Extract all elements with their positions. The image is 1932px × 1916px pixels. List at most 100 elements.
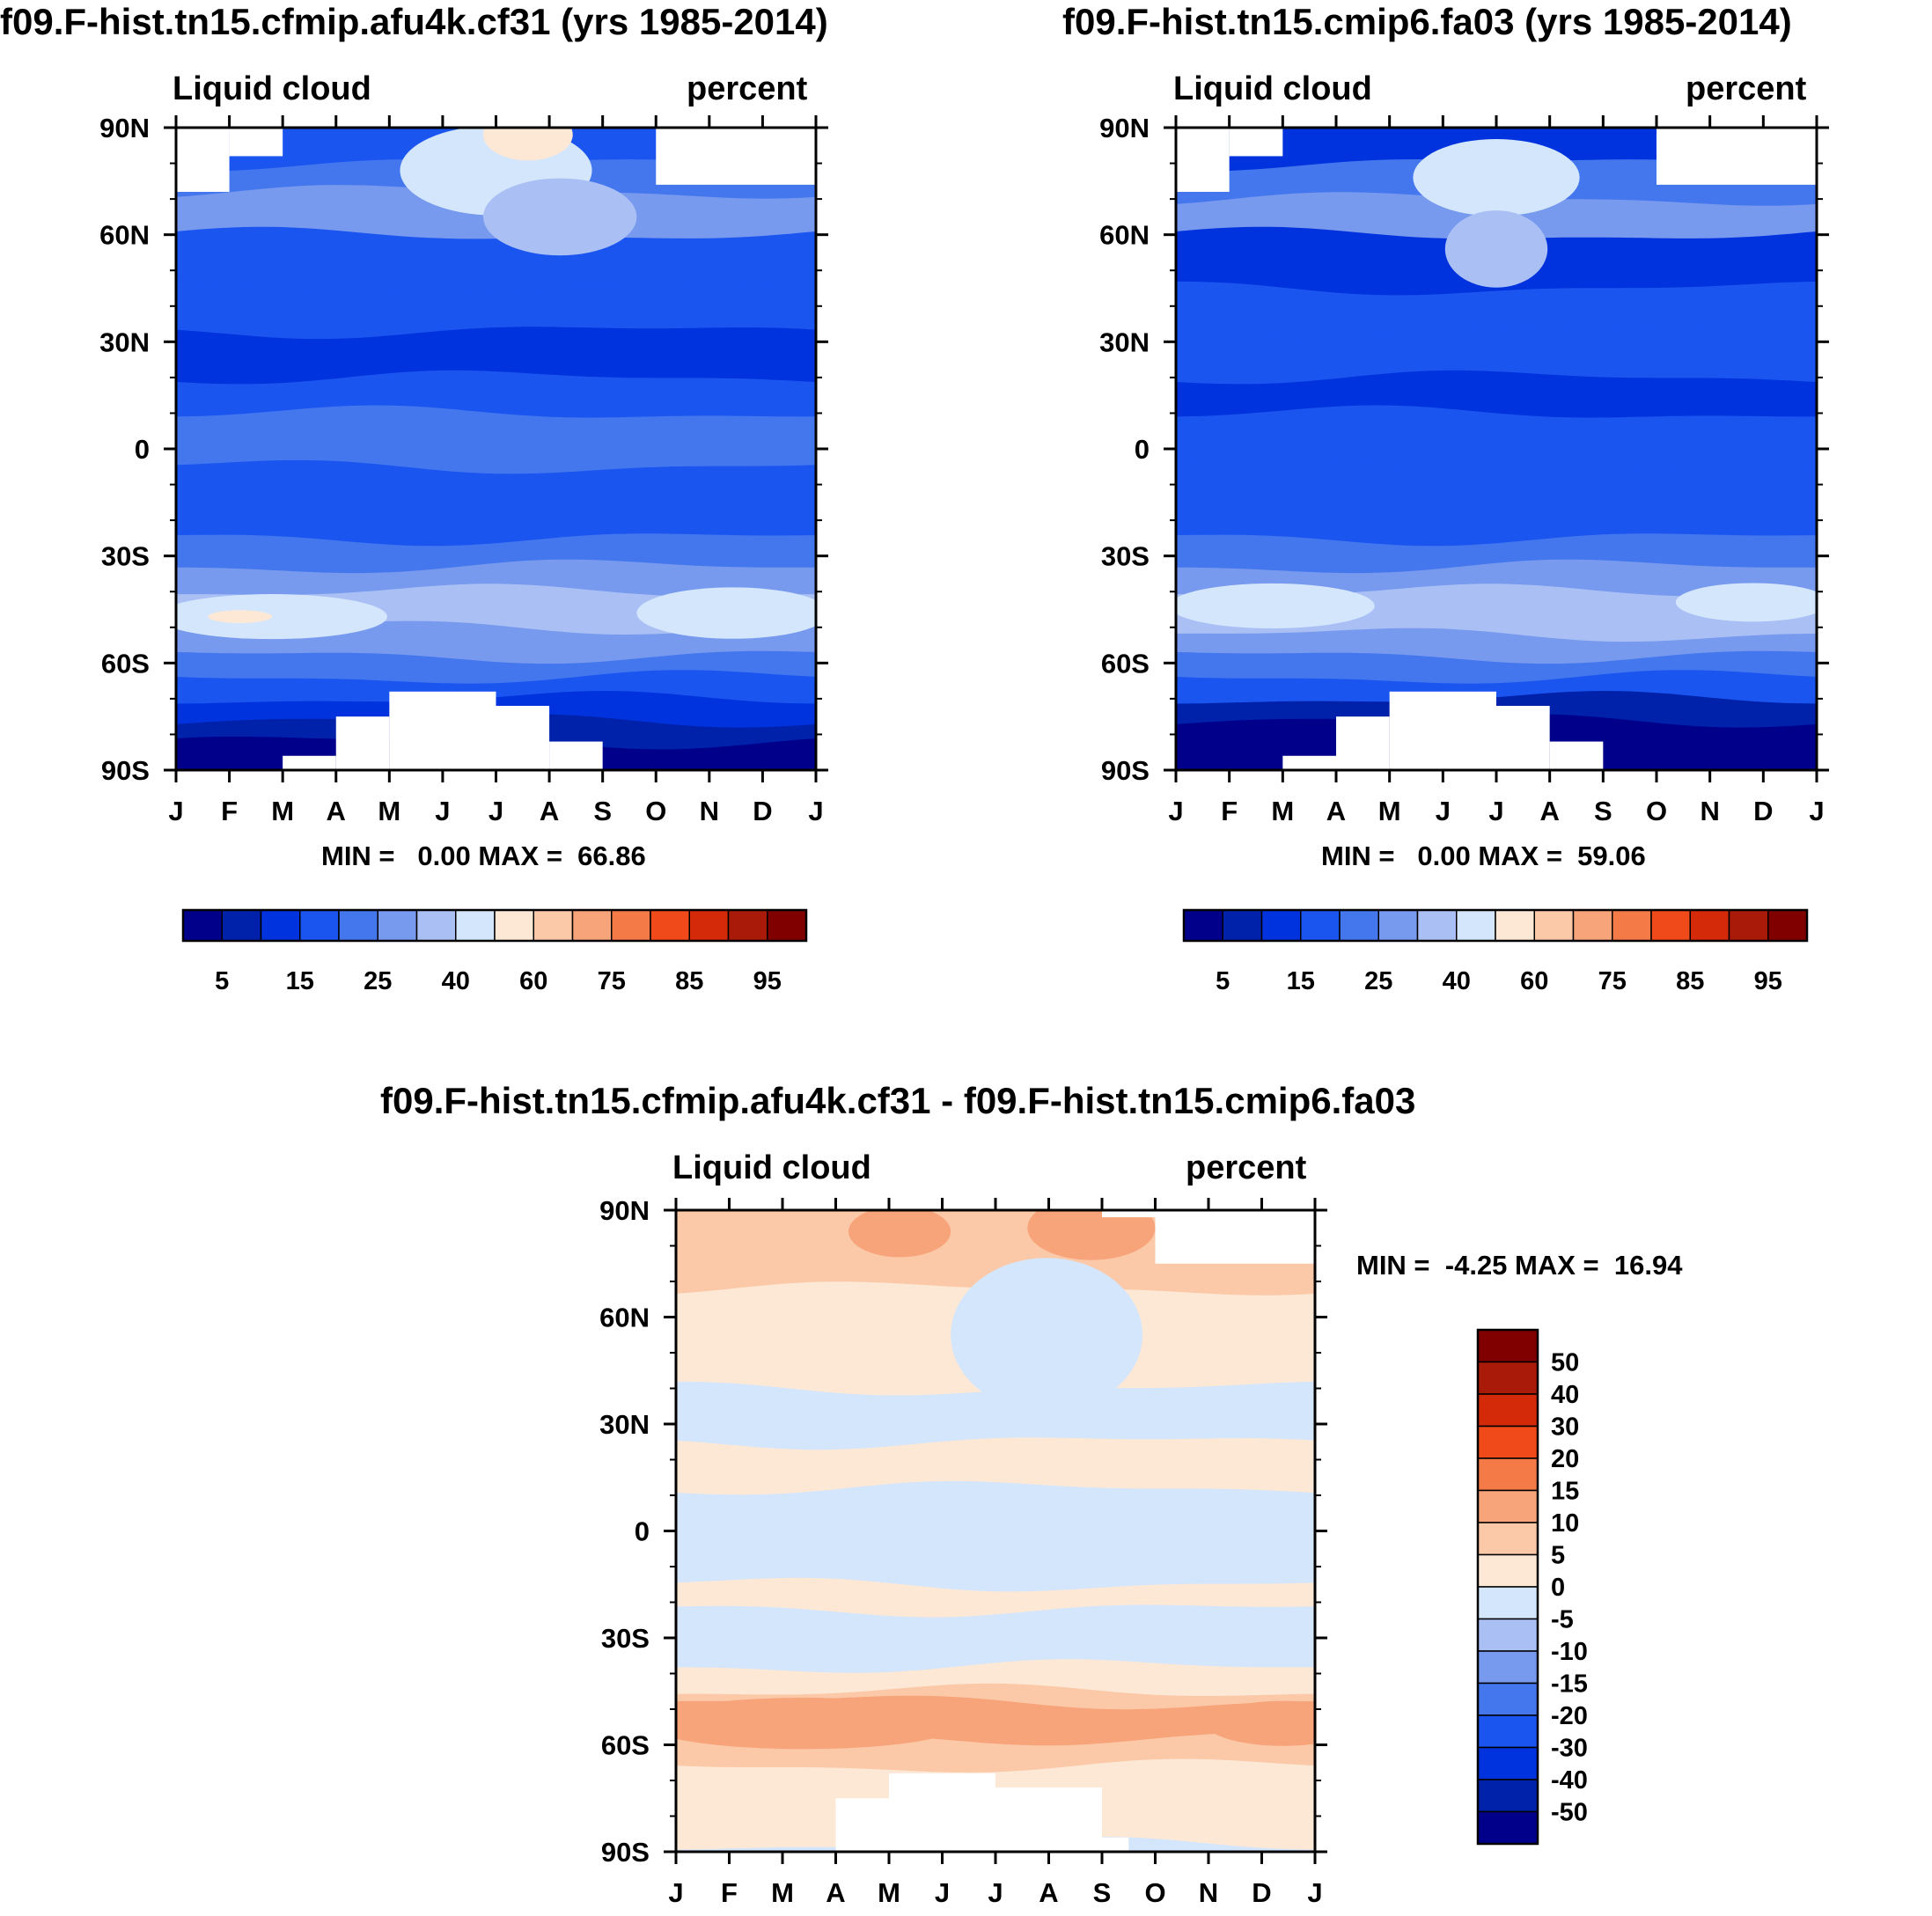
colorbar-label: -40: [1551, 1766, 1588, 1795]
missing-data-region: [1496, 706, 1550, 770]
panel3-stats: MIN = -4.25 MAX = 16.94: [1356, 1250, 1683, 1281]
contour-region: [482, 128, 573, 161]
x-tick-label: J: [808, 796, 823, 826]
colorbar-swatch: [1477, 1682, 1539, 1716]
y-tick-label: 30S: [1101, 541, 1150, 572]
contour-region: [482, 178, 637, 256]
x-tick-label: J: [1168, 796, 1183, 826]
missing-data-region: [176, 128, 230, 192]
colorbar-frame: [1476, 1328, 1539, 1846]
colorbar-swatch: [611, 909, 651, 942]
colorbar-swatch: [1728, 909, 1769, 942]
colorbar-swatch: [1612, 909, 1652, 942]
y-tick-label: 90N: [1099, 113, 1150, 143]
colorbar-swatch: [1689, 909, 1730, 942]
colorbar-swatch: [1339, 909, 1379, 942]
panel2-title: f09.F-hist.tn15.cmip6.fa03 (yrs 1985-201…: [1062, 1, 1792, 42]
missing-data-region: [389, 691, 496, 770]
colorbar-label: 20: [1551, 1445, 1579, 1473]
colorbar-swatch: [1477, 1329, 1539, 1363]
colorbar-label: 15: [286, 967, 314, 995]
colorbar-swatch: [1477, 1618, 1539, 1652]
colorbar-swatch: [688, 909, 730, 942]
panel2-plot: J F M A M J J A S O N D J 90N 60N 30N 0 30S 60S 90S: [1099, 113, 1829, 826]
colorbar-swatch: [415, 909, 457, 942]
contour-region: [951, 1258, 1142, 1413]
panel3-plot: J F M A M J J A S O N D J 90N 60N 30N 0 30S 60S 90S: [599, 1195, 1327, 1908]
colorbar-label: 85: [1676, 967, 1704, 995]
colorbar-swatch: [1477, 1650, 1539, 1685]
panel2-field: [1176, 128, 1817, 770]
panel1-plot: J F M A M J J A S O N D J 90N 60N 30N 0 30S 60S 90S: [99, 113, 828, 826]
missing-data-region: [496, 706, 550, 770]
y-tick-label: 60N: [599, 1303, 650, 1333]
colorbar-label: 0: [1551, 1574, 1565, 1602]
x-tick-label: J: [1436, 796, 1451, 826]
colorbar-swatch: [260, 909, 301, 942]
colorbar-swatch: [650, 909, 690, 942]
x-tick-label: A: [1039, 1877, 1058, 1908]
colorbar-label: 30: [1551, 1413, 1579, 1442]
colorbar-swatch: [1495, 909, 1535, 942]
x-tick-label: A: [1539, 796, 1559, 826]
missing-data-region: [1549, 741, 1604, 770]
colorbar-swatch: [1572, 909, 1613, 942]
missing-data-region: [229, 128, 283, 157]
colorbar-swatch: [1456, 909, 1496, 942]
colorbar-swatch: [1650, 909, 1691, 942]
panel3-title: f09.F-hist.tn15.cfmip.afu4k.cf31 - f09.F…: [380, 1080, 1416, 1121]
y-tick-label: 60S: [101, 648, 150, 679]
y-tick-label: 60S: [1101, 648, 1150, 679]
contour-region: [1027, 1210, 1156, 1260]
colorbar-label: 10: [1551, 1509, 1579, 1538]
colorbar-label: 60: [519, 967, 547, 995]
colorbar-swatch: [338, 909, 378, 942]
y-tick-label: 60N: [99, 220, 150, 251]
missing-data-region: [889, 1773, 995, 1852]
x-tick-label: J: [1809, 796, 1824, 826]
contour-region: [1176, 583, 1375, 628]
colorbar-label: 85: [675, 967, 703, 995]
colorbar-label: 75: [598, 967, 626, 995]
colorbar-swatch: [1477, 1714, 1539, 1749]
missing-data-region: [1282, 755, 1336, 770]
panel1-left-label: Liquid cloud: [173, 70, 371, 107]
x-tick-label: O: [1646, 796, 1667, 826]
x-tick-label: N: [700, 796, 719, 826]
panel1-field: [176, 128, 816, 770]
x-tick-label: J: [1307, 1877, 1322, 1908]
colorbar-swatch: [1300, 909, 1341, 942]
colorbar-swatch: [1477, 1457, 1539, 1492]
missing-data-region: [335, 716, 390, 770]
colorbar-swatch: [182, 909, 223, 942]
y-tick-label: 90S: [1101, 755, 1150, 786]
colorbar-swatch: [1533, 909, 1575, 942]
colorbar-label: 60: [1520, 967, 1548, 995]
y-tick-label: 30N: [599, 1409, 650, 1440]
y-tick-label: 0: [635, 1516, 650, 1547]
x-tick-label: J: [168, 796, 183, 826]
x-tick-label: J: [668, 1877, 683, 1908]
x-tick-label: O: [645, 796, 666, 826]
missing-data-region: [1102, 1837, 1129, 1852]
panel1-stats: MIN = 0.00 MAX = 66.86: [321, 841, 646, 871]
colorbar-swatch: [1477, 1425, 1539, 1459]
colorbar-swatch: [1477, 1489, 1539, 1523]
x-tick-label: A: [826, 1877, 845, 1908]
colorbar-swatch: [571, 909, 613, 942]
colorbar-label: -5: [1551, 1606, 1574, 1634]
x-tick-label: M: [878, 1877, 900, 1908]
missing-data-region: [995, 1788, 1102, 1852]
colorbar-frame: [1182, 908, 1809, 943]
colorbar-swatch: [221, 909, 262, 942]
colorbar-swatch: [1767, 909, 1808, 942]
colorbar-swatch: [1416, 909, 1458, 942]
x-tick-label: A: [327, 796, 346, 826]
missing-data-region: [1176, 128, 1230, 192]
y-tick-label: 30S: [601, 1623, 650, 1654]
colorbar-swatch: [1260, 909, 1302, 942]
contour-region: [676, 1698, 964, 1750]
panel2-colorbar: 5 15 25 40 60 75 85 95: [1182, 908, 1809, 995]
